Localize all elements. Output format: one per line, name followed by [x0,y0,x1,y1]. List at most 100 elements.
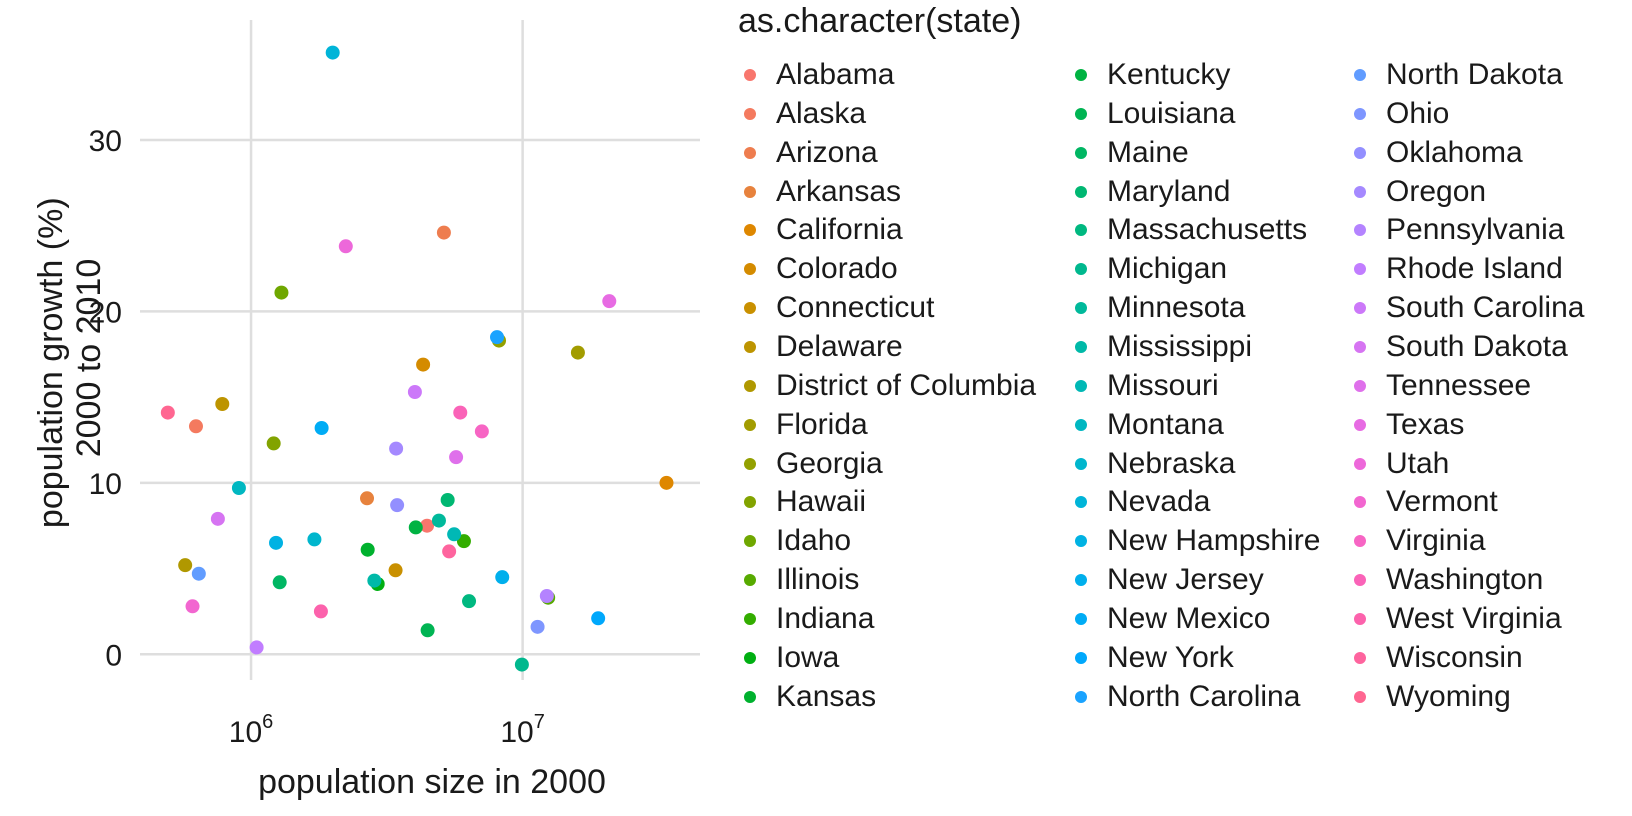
legend-item: Delaware [738,328,903,366]
legend-item: Louisiana [1069,95,1235,133]
legend-key-dot [1075,496,1087,509]
legend-item: Nevada [1069,483,1210,521]
x-tick-label: 107 [500,711,545,749]
legend-key-dot [1354,263,1366,276]
legend-key-dot [744,418,756,431]
legend-label: Washington [1386,563,1544,597]
legend-key-dot [1075,107,1087,120]
legend-label: Minnesota [1107,291,1246,325]
legend-item: Georgia [738,445,883,483]
y-tick-label: 10 [89,468,122,501]
legend-key-dot [1075,302,1087,315]
legend-key-dot [744,185,756,198]
legend-item: South Carolina [1348,289,1584,327]
legend-label: North Dakota [1386,58,1563,91]
legend-key-dot [1354,690,1366,703]
legend-label: Iowa [776,640,840,674]
legend-key-dot [744,146,756,159]
legend-label: Maine [1107,135,1189,169]
legend-item: Washington [1348,561,1543,599]
legend-key-dot [1354,535,1366,548]
legend-key-dot [1354,379,1366,392]
legend-item: Mississippi [1069,328,1252,366]
legend-label: Kansas [776,679,877,713]
point-massachusetts [462,594,477,609]
point-arizona [436,225,451,240]
legend-label: South Dakota [1386,329,1568,363]
legend-key-dot [1354,224,1366,237]
point-kansas [360,542,375,557]
point-idaho [274,285,289,300]
legend-key-dot [744,612,756,625]
legend-label: Kentucky [1107,58,1231,91]
point-new-jersey [495,570,510,585]
legend-item: Arizona [738,134,878,172]
legend-item: Hawaii [738,483,866,521]
legend-label: Alaska [776,96,867,130]
legend-label: Delaware [776,329,903,363]
legend-item: New Mexico [1069,600,1270,638]
point-texas [602,294,617,309]
legend-key-dot [744,224,756,237]
legend-label: New York [1107,640,1234,674]
legend-key-dot [744,690,756,703]
legend-item: District of Columbia [738,367,1036,405]
legend-key-dot [1354,418,1366,431]
point-north-dakota [191,566,206,581]
point-delaware [215,397,230,411]
y-tick-label: 20 [89,296,122,329]
legend-item: New Jersey [1069,561,1264,599]
point-hawaii [266,436,281,451]
legend-key-dot [744,457,756,470]
legend-label: Nevada [1107,485,1211,519]
legend-key-dot [744,263,756,276]
point-new-york [591,611,606,626]
legend-item: Oregon [1348,173,1486,211]
legend-item: Maine [1069,134,1189,172]
y-axis-label-line-1: population growth (%) [32,197,70,528]
legend-item: Oklahoma [1348,134,1523,172]
y-axis-label-line-2: 2000 to 2010 [70,259,108,458]
legend-item: West Virginia [1348,600,1562,638]
point-pennsylvania [539,589,554,603]
legend-item: New York [1069,639,1234,677]
legend-key-dot [744,535,756,548]
legend-key-dot [1354,107,1366,120]
point-wisconsin [442,544,457,559]
point-minnesota [431,513,446,528]
y-tick-label: 0 [105,639,122,672]
point-virginia [474,424,489,439]
legend-label: Arkansas [776,174,902,208]
legend-key-dot [1075,224,1087,237]
legend-label: Massachusetts [1107,213,1308,247]
legend-item: Florida [738,406,868,444]
legend-label: Wyoming [1386,679,1511,713]
legend-label: New Hampshire [1107,524,1321,558]
legend-label: North Carolina [1107,679,1301,713]
legend-label: Utah [1386,446,1450,480]
legend-item: Minnesota [1069,289,1245,327]
legend-key-dot [744,574,756,587]
legend-label: New Mexico [1107,601,1271,635]
legend-item: Montana [1069,406,1224,444]
point-kentucky [408,520,423,535]
legend-item: Nebraska [1069,445,1235,483]
legend-key-dot [1075,651,1087,664]
point-north-carolina [490,330,505,345]
point-nebraska [307,532,322,547]
x-tick-label: 106 [229,711,274,749]
legend-item: Maryland [1069,173,1230,211]
point-connecticut [388,563,403,578]
legend-label: Rhode Island [1386,252,1563,286]
legend-key-dot [744,340,756,353]
legend-key-dot [1075,69,1087,81]
point-south-dakota [210,511,225,526]
legend-item: South Dakota [1348,328,1568,366]
legend-label: Oklahoma [1386,135,1523,169]
legend-label: Nebraska [1107,446,1236,480]
point-washington [453,405,468,420]
legend-key-dot [1075,457,1087,470]
point-district-of-columbia [178,558,193,573]
legend-item: Arkansas [738,173,901,211]
legend-label: Tennessee [1386,368,1532,402]
